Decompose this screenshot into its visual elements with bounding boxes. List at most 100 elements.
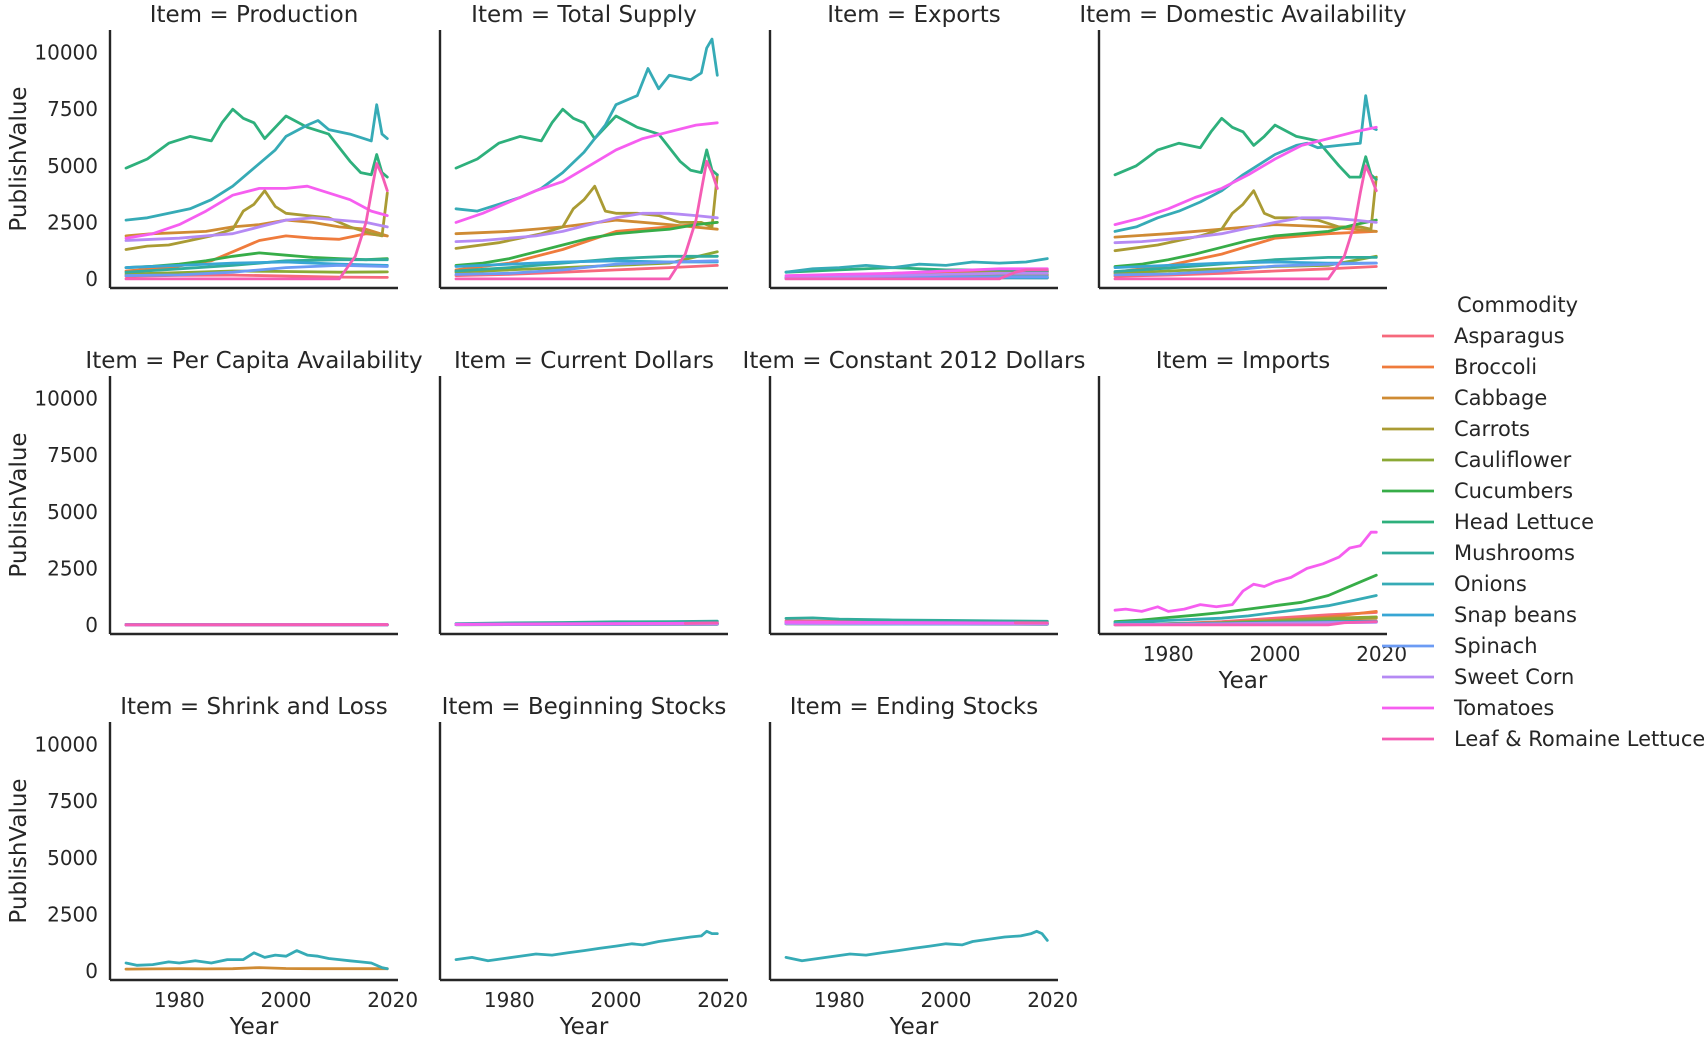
series-line-leaf-and-romaine-lettuce [1113,620,1378,627]
facet-current-dollars: Item = Current Dollars [438,348,728,636]
facet-per-capita-availability: Item = Per Capita Availability 0 2500 5000 7… [6,348,423,637]
x-tick-label: 2020 [1027,988,1078,1012]
series-line-sweet-corn [784,271,1049,279]
legend-label: Snap beans [1454,603,1577,627]
facet-title: Item = Production [150,2,359,28]
series-line-tomatoes [784,620,1049,625]
facet-title: Item = Ending Stocks [790,694,1038,720]
series-line-leaf-and-romaine-lettuce [1113,164,1378,281]
series-line-onions [124,949,389,971]
series-line-onions [124,103,389,222]
y-tick-label: 10000 [34,41,98,65]
facet-title: Item = Constant 2012 Dollars [743,348,1086,374]
series-line-spinach [454,259,719,276]
legend-item-cucumbers: Cucumbers [1382,479,1573,503]
series-line-mushrooms [784,616,1049,623]
x-tick-label: 1980 [814,988,865,1012]
legend-item-broccoli: Broccoli [1382,355,1537,379]
y-axis-label: PublishValue [6,432,32,577]
legend: Commodity Asparagus Broccoli Cabbage Carrots… [1382,293,1704,751]
series-line-carrots [454,173,719,250]
facet-title: Item = Exports [827,2,1001,28]
facet-constant-2012-dollars: Item = Constant 2012 Dollars [743,348,1086,636]
series-line-tomatoes [454,121,719,224]
facet-title: Item = Imports [1156,348,1331,374]
legend-title: Commodity [1457,293,1578,317]
facet-domestic-availability: Item = Domestic Availability [1079,2,1407,290]
legend-label: Carrots [1454,417,1530,441]
y-tick-label: 5000 [47,500,98,524]
legend-label: Broccoli [1454,355,1537,379]
legend-label: Mushrooms [1454,541,1575,565]
y-tick-label: 0 [85,267,98,291]
series-line-tomatoes [1113,125,1378,227]
legend-label: Asparagus [1454,324,1565,348]
facet-title: Item = Domestic Availability [1079,2,1406,28]
legend-item-asparagus: Asparagus [1382,324,1565,348]
series-line-sweet-corn [454,211,719,244]
legend-label: Cabbage [1454,386,1547,410]
x-tick-label: 1980 [1143,642,1194,666]
legend-label: Onions [1454,572,1527,596]
x-tick-label: 1980 [154,988,205,1012]
facet-exports: Item = Exports [768,2,1058,290]
legend-label: Tomatoes [1453,696,1554,720]
legend-item-leaf-and-romaine-lettuce: Leaf & Romaine Lettuce [1382,727,1704,751]
x-tick-label: 2020 [697,988,748,1012]
series-line-carrots [124,189,389,251]
y-tick-label: 2500 [47,210,98,234]
series-line-cabbage [124,218,389,238]
y-tick-label: 10000 [34,387,98,411]
series-line-cucumbers [1113,218,1378,268]
x-tick-label: 2000 [261,988,312,1012]
y-tick-label: 2500 [47,902,98,926]
series-line-tomatoes [124,184,389,240]
y-axis-label: PublishValue [6,778,32,923]
series-line-cabbage [124,966,389,971]
series-line-tomatoes [784,267,1049,278]
legend-item-snap-beans: Snap beans [1382,603,1577,627]
series-line-leaf-and-romaine-lettuce [454,159,719,281]
x-tick-label: 2000 [591,988,642,1012]
y-tick-label: 7500 [47,443,98,467]
series-line-tomatoes [1113,530,1378,613]
facet-title: Item = Beginning Stocks [442,694,727,720]
legend-label: Spinach [1454,634,1538,658]
series-line-head-lettuce [1113,116,1378,181]
y-tick-label: 7500 [47,97,98,121]
legend-label: Cauliflower [1454,448,1572,472]
x-tick-label: 1980 [484,988,535,1012]
facet-title: Item = Per Capita Availability [85,348,422,374]
x-axis-label: Year [559,1014,609,1040]
y-tick-label: 5000 [47,154,98,178]
series-line-onions [784,929,1049,963]
legend-item-onions: Onions [1382,572,1527,596]
x-axis-label: Year [1218,668,1268,694]
x-tick-label: 2020 [367,988,418,1012]
y-axis-label: PublishValue [6,86,32,231]
series-line-head-lettuce [124,107,389,179]
series-line-onions [1113,94,1378,233]
series-line-leaf-and-romaine-lettuce [683,621,719,625]
facet-title: Item = Current Dollars [454,348,714,374]
series-line-leaf-and-romaine-lettuce [784,268,1049,281]
series-line-sweet-corn [1113,216,1378,245]
series-line-tomatoes [454,621,719,626]
facet-total-supply: Item = Total Supply [438,2,728,290]
y-tick-label: 0 [85,613,98,637]
legend-item-cauliflower: Cauliflower [1382,448,1572,472]
y-tick-label: 7500 [47,789,98,813]
series-line-onions [1113,594,1378,625]
facet-ending-stocks: Item = Ending Stocks 1980 2000 2020 Year [768,694,1078,1040]
legend-label: Leaf & Romaine Lettuce [1454,727,1704,751]
legend-label: Head Lettuce [1454,510,1594,534]
x-tick-label: 2000 [1250,642,1301,666]
y-tick-label: 5000 [47,846,98,870]
facet-beginning-stocks: Item = Beginning Stocks 1980 2000 2020 Year [438,694,748,1040]
x-tick-label: 2000 [921,988,972,1012]
y-tick-label: 2500 [47,556,98,580]
facet-title: Item = Total Supply [471,2,697,28]
legend-label: Sweet Corn [1454,665,1574,689]
x-axis-label: Year [889,1014,939,1040]
